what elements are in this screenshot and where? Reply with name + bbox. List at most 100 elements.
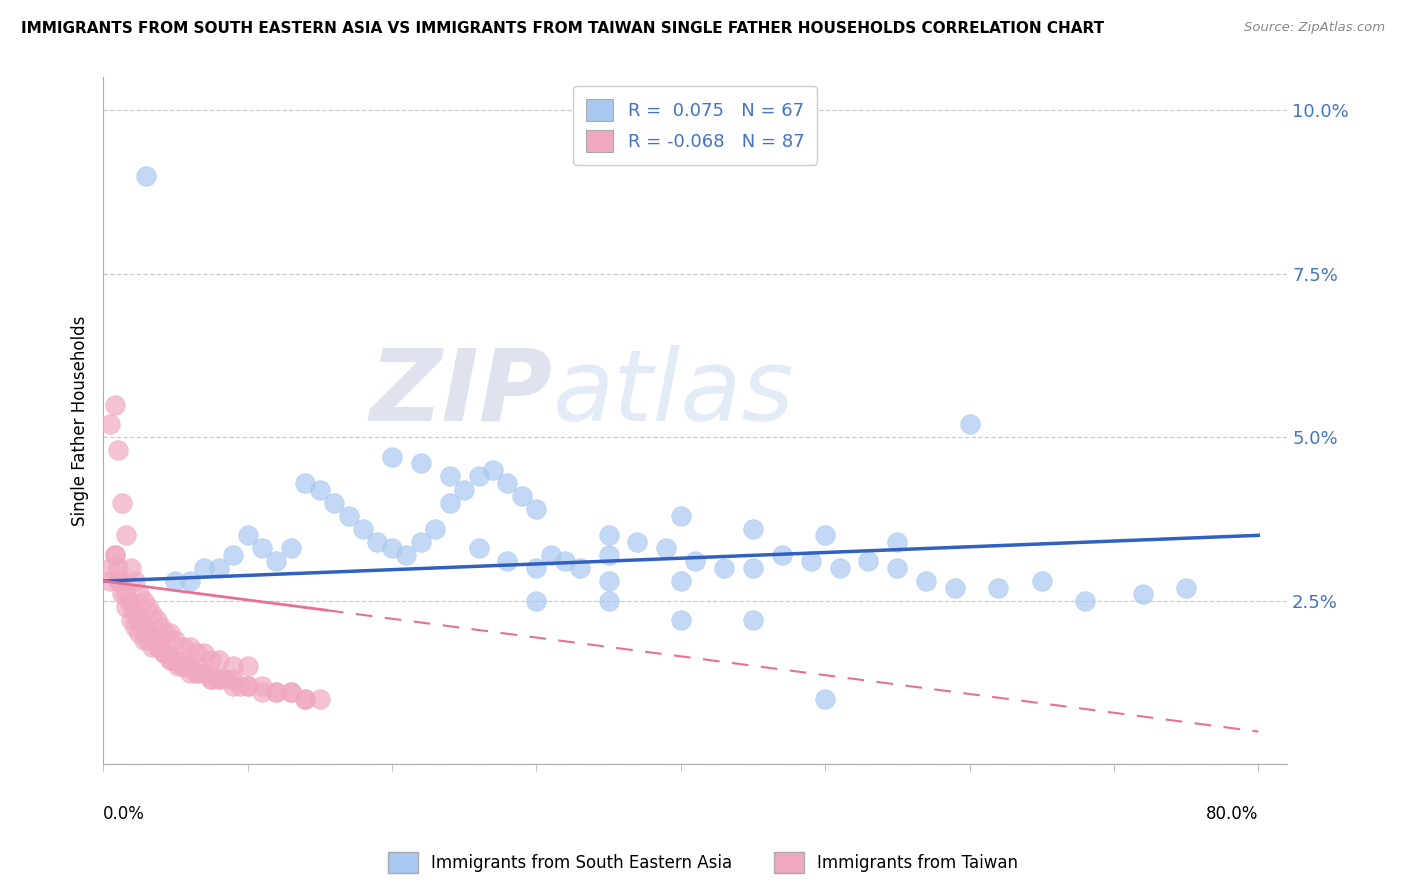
Point [467, 541, 489, 556]
Text: ZIP: ZIP [370, 345, 553, 442]
Point [294, 475, 316, 490]
Point [222, 548, 245, 562]
Point [208, 672, 231, 686]
Point [193, 665, 215, 680]
Point [107, 561, 129, 575]
Point [111, 587, 134, 601]
Point [118, 593, 141, 607]
Point [236, 659, 259, 673]
Point [142, 632, 165, 647]
Point [439, 495, 461, 509]
Point [568, 561, 591, 575]
Point [598, 548, 620, 562]
Point [381, 541, 404, 556]
Point [1031, 574, 1053, 588]
Text: Source: ZipAtlas.com: Source: ZipAtlas.com [1244, 21, 1385, 34]
Point [236, 679, 259, 693]
Point [915, 574, 938, 588]
Point [814, 528, 837, 542]
Point [179, 665, 201, 680]
Point [713, 561, 735, 575]
Point [250, 541, 273, 556]
Point [236, 679, 259, 693]
Point [124, 574, 146, 588]
Point [236, 528, 259, 542]
Point [828, 561, 851, 575]
Y-axis label: Single Father Households: Single Father Households [72, 316, 89, 526]
Point [121, 600, 143, 615]
Point [959, 417, 981, 431]
Point [132, 632, 155, 647]
Point [146, 640, 169, 654]
Point [193, 561, 215, 575]
Point [165, 574, 187, 588]
Point [179, 640, 201, 654]
Point [115, 528, 138, 542]
Point [172, 640, 194, 654]
Point [467, 469, 489, 483]
Point [742, 613, 765, 627]
Point [540, 548, 562, 562]
Point [159, 626, 181, 640]
Point [215, 672, 238, 686]
Point [135, 626, 157, 640]
Point [352, 522, 374, 536]
Point [98, 561, 121, 575]
Point [104, 548, 127, 562]
Point [669, 508, 692, 523]
Text: IMMIGRANTS FROM SOUTH EASTERN ASIA VS IMMIGRANTS FROM TAIWAN SINGLE FATHER HOUSE: IMMIGRANTS FROM SOUTH EASTERN ASIA VS IM… [21, 21, 1104, 36]
Point [141, 640, 163, 654]
Point [496, 554, 519, 568]
Point [193, 665, 215, 680]
Point [266, 685, 288, 699]
Point [179, 574, 201, 588]
Point [155, 626, 177, 640]
Point [165, 632, 187, 647]
Legend: Immigrants from South Eastern Asia, Immigrants from Taiwan: Immigrants from South Eastern Asia, Immi… [381, 846, 1025, 880]
Point [208, 561, 231, 575]
Point [858, 554, 880, 568]
Point [124, 607, 146, 621]
Point [124, 620, 146, 634]
Point [598, 593, 620, 607]
Point [110, 574, 132, 588]
Point [886, 561, 908, 575]
Point [280, 541, 302, 556]
Point [886, 534, 908, 549]
Point [770, 548, 793, 562]
Point [107, 443, 129, 458]
Text: 0.0%: 0.0% [103, 805, 145, 823]
Point [814, 691, 837, 706]
Point [149, 640, 172, 654]
Point [200, 652, 222, 666]
Point [337, 508, 360, 523]
Point [655, 541, 678, 556]
Point [138, 626, 160, 640]
Point [496, 475, 519, 490]
Point [308, 483, 330, 497]
Point [104, 397, 127, 411]
Point [186, 665, 208, 680]
Point [200, 672, 222, 686]
Point [165, 652, 187, 666]
Point [115, 600, 138, 615]
Point [294, 691, 316, 706]
Point [409, 456, 432, 470]
Point [104, 548, 127, 562]
Point [669, 613, 692, 627]
Point [98, 574, 121, 588]
Point [145, 613, 167, 627]
Point [1074, 593, 1097, 607]
Point [176, 659, 198, 673]
Point [146, 640, 169, 654]
Point [128, 587, 150, 601]
Point [222, 679, 245, 693]
Point [266, 554, 288, 568]
Point [626, 534, 648, 549]
Point [149, 620, 172, 634]
Point [510, 489, 533, 503]
Point [120, 561, 142, 575]
Point [1175, 581, 1198, 595]
Point [554, 554, 576, 568]
Point [152, 646, 174, 660]
